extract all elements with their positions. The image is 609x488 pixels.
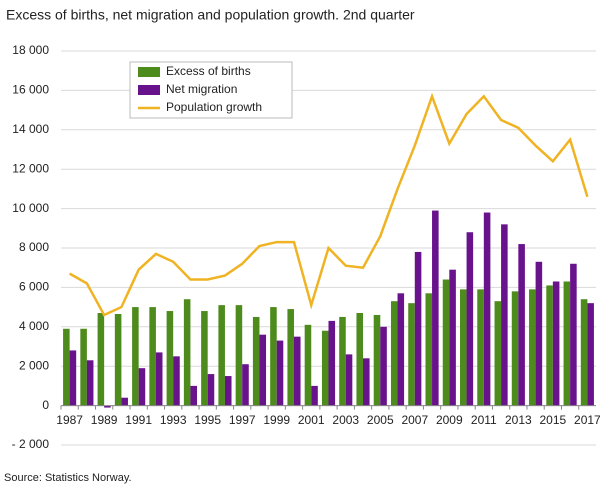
bar [408, 303, 415, 406]
bar [276, 340, 284, 406]
bar [477, 289, 484, 406]
y-tick-label: 8 000 [19, 240, 49, 254]
bar [328, 320, 336, 406]
y-tick-label: 0 [42, 398, 49, 412]
legend-swatch [138, 85, 160, 95]
bar [535, 261, 543, 406]
y-tick-label: 6 000 [19, 280, 49, 294]
bar [580, 299, 588, 406]
bar [242, 364, 249, 406]
x-tick-label: 1991 [125, 413, 152, 427]
bar [252, 316, 260, 406]
bar [166, 311, 174, 406]
bar [293, 336, 301, 406]
x-tick-label: 2017 [574, 413, 601, 427]
bar [80, 328, 87, 406]
legend-label: Excess of births [166, 64, 251, 78]
bar [132, 307, 139, 406]
x-tick-label: 2015 [540, 413, 567, 427]
y-tick-label: 16 000 [12, 83, 49, 97]
bar [155, 352, 163, 406]
x-tick-label: 2005 [367, 413, 394, 427]
bar [390, 301, 398, 406]
x-tick-label: 2001 [298, 413, 325, 427]
bar [546, 285, 553, 406]
bar [304, 324, 312, 406]
x-tick-label: 1997 [229, 413, 256, 427]
bar [363, 358, 370, 406]
bar [414, 251, 422, 406]
bar [483, 212, 491, 406]
bar [224, 376, 232, 406]
source: Source: Statistics Norway. [4, 472, 132, 484]
bar [345, 354, 353, 406]
bar [552, 281, 560, 406]
legend-swatch [138, 67, 160, 77]
x-tick-label: 1999 [263, 413, 290, 427]
x-tick-label: 2009 [436, 413, 463, 427]
y-tick-label: 14 000 [12, 122, 49, 136]
x-tick-label: 1993 [160, 413, 187, 427]
bar [259, 334, 267, 406]
bar [183, 299, 191, 406]
bar [86, 360, 94, 406]
y-tick-label: 4 000 [19, 319, 49, 333]
bar [311, 385, 318, 406]
legend-label: Population growth [166, 100, 262, 114]
bar [97, 313, 105, 406]
bar [104, 405, 111, 408]
bar [270, 307, 277, 406]
line [69, 92, 589, 317]
bar [218, 305, 225, 406]
x-tick-label: 2011 [471, 413, 497, 427]
x-tick-label: 1995 [194, 413, 221, 427]
bar [114, 313, 122, 406]
bar [121, 397, 128, 406]
bar [63, 328, 70, 406]
bar [339, 316, 346, 406]
y-tick-label: 2 000 [19, 358, 49, 372]
chart-title: Excess of births, net migration and popu… [6, 7, 415, 23]
bar [518, 244, 525, 406]
bar [190, 385, 197, 406]
x-tick-label: 1987 [56, 413, 83, 427]
bar [287, 309, 294, 406]
bar [138, 368, 146, 406]
bar [587, 303, 594, 406]
bar [397, 293, 405, 406]
bar [373, 314, 381, 406]
bar [149, 307, 156, 406]
bar [201, 311, 208, 406]
x-tick-label: 1989 [91, 413, 118, 427]
y-tick-label: - 2 000 [12, 437, 50, 451]
bar [207, 374, 215, 406]
x-tick-label: 2013 [505, 413, 532, 427]
y-tick-label: 12 000 [12, 161, 49, 175]
bar [442, 279, 450, 406]
x-tick-label: 2007 [401, 413, 428, 427]
bar [511, 291, 519, 406]
legend-label: Net migration [166, 82, 237, 96]
bar [494, 301, 502, 406]
bar [356, 313, 364, 406]
bar [460, 289, 467, 406]
bar [529, 289, 536, 406]
bar [425, 293, 433, 406]
bar [321, 330, 329, 406]
bar [69, 350, 77, 406]
bar [570, 263, 577, 406]
bar [449, 269, 456, 406]
bar [380, 326, 387, 406]
bar [466, 232, 474, 406]
bar [501, 224, 508, 406]
y-tick-label: 18 000 [12, 43, 49, 57]
y-tick-label: 10 000 [12, 201, 49, 215]
x-tick-label: 2003 [332, 413, 359, 427]
bar [173, 356, 180, 406]
bar [432, 210, 439, 406]
bar [563, 281, 571, 406]
bar [235, 305, 243, 406]
